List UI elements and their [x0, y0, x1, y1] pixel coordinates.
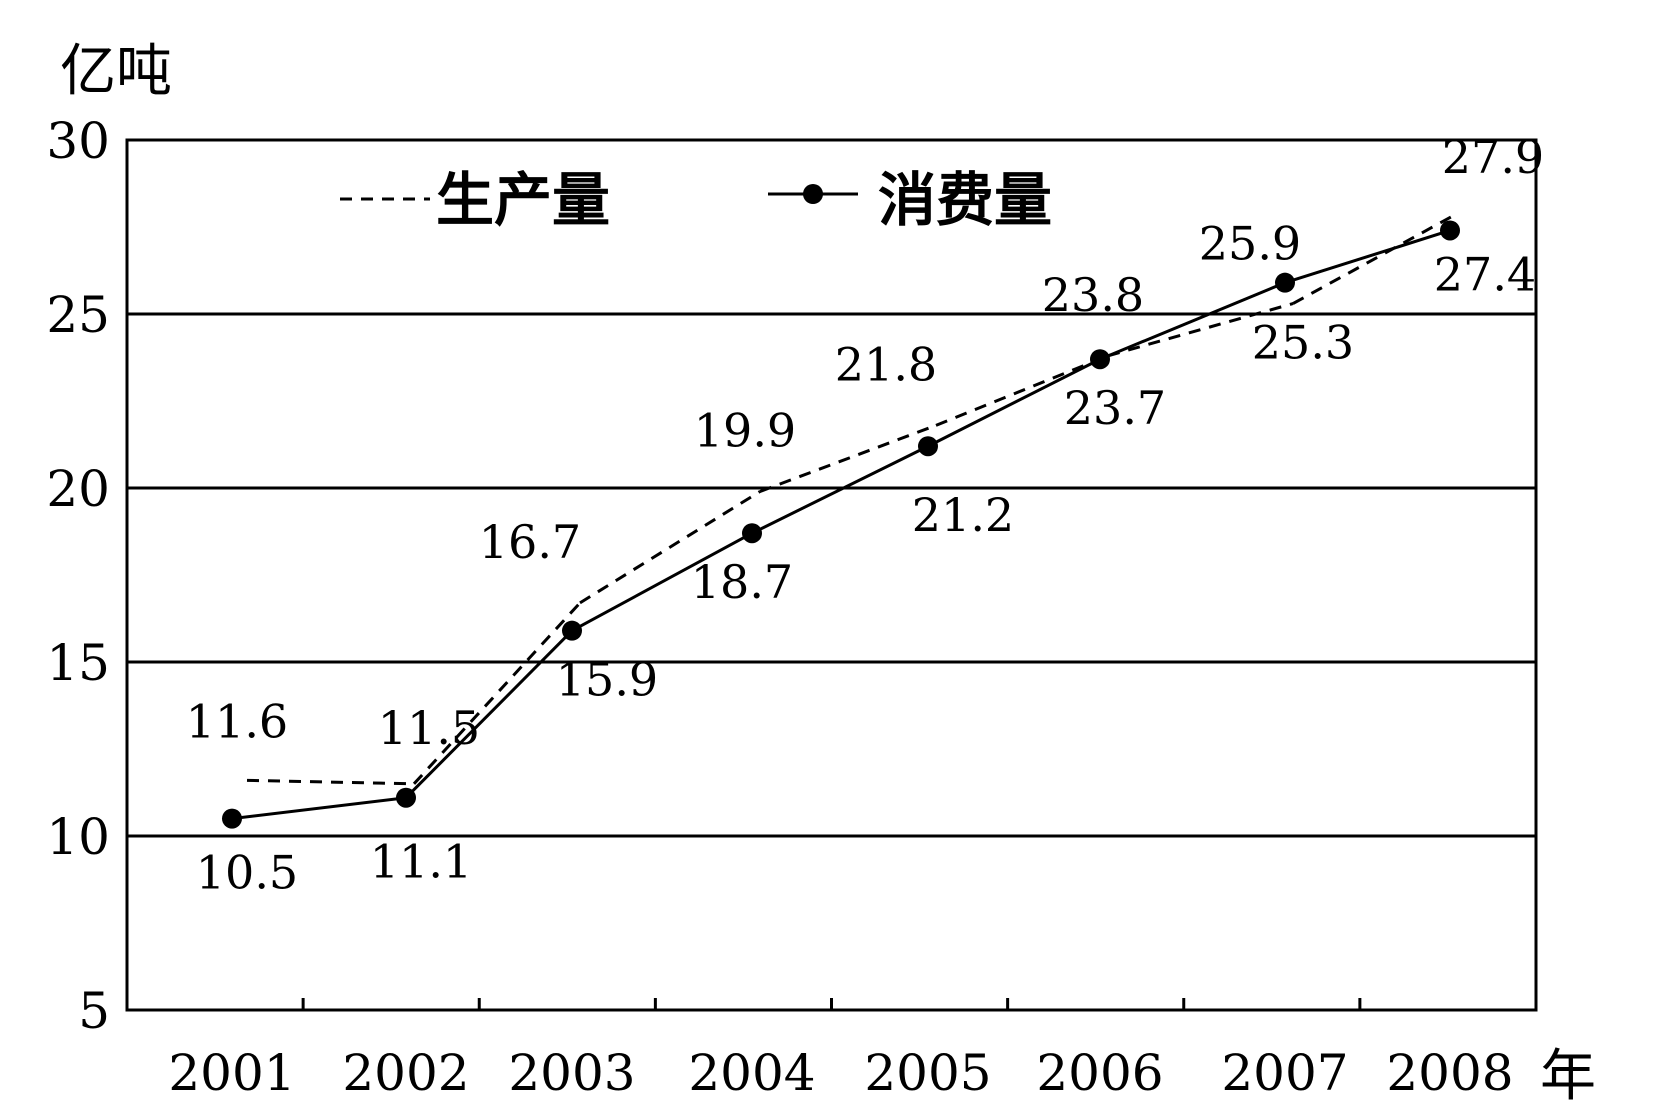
consumption-point-2004 — [742, 523, 762, 544]
consumption-label-2008: 27.4 — [1434, 247, 1536, 301]
legend: 生产量 消费量 — [340, 166, 1052, 234]
production-label-2003: 16.7 — [479, 515, 581, 569]
consumption-line-segment-3 — [571, 531, 753, 632]
x-tick-label-2004: 2004 — [688, 1044, 815, 1102]
consumption-point-2008 — [1440, 220, 1460, 241]
y-tick-labels: 30 25 20 15 10 5 — [46, 112, 110, 1040]
x-tick-labels: 2001 2002 2003 2004 2005 2006 2007 2008 — [168, 1044, 1513, 1102]
consumption-point-2002 — [396, 787, 416, 808]
x-tick-label-2008: 2008 — [1386, 1044, 1513, 1102]
production-line-segment-3 — [579, 490, 761, 605]
consumption-point-2005 — [918, 436, 938, 457]
data-labels: 11.6 11.5 16.7 19.9 21.8 23.8 25.3 27.9 10.5 11.1… — [186, 130, 1544, 900]
production-label-2008: 27.9 — [1442, 130, 1544, 184]
y-tick-label-5: 5 — [78, 982, 110, 1040]
x-tick-label-2005: 2005 — [864, 1044, 991, 1102]
legend-label-production: 生产量 — [436, 166, 610, 234]
consumption-line-segment-4 — [751, 444, 929, 535]
consumption-point-2006 — [1090, 349, 1110, 370]
consumption-line-segment-7 — [1284, 229, 1451, 285]
x-axis-unit-label: 年 — [1540, 1044, 1596, 1109]
y-tick-label-20: 20 — [46, 460, 110, 518]
legend-label-consumption: 消费量 — [878, 166, 1052, 234]
production-line-segment-1 — [246, 778, 415, 786]
consumption-label-2005: 21.2 — [912, 488, 1014, 542]
production-label-2004: 19.9 — [694, 403, 796, 457]
production-label-2005: 21.8 — [835, 337, 937, 391]
consumption-label-2007: 25.9 — [1199, 217, 1301, 271]
series-layer — [222, 211, 1460, 829]
x-tick-label-2007: 2007 — [1221, 1044, 1348, 1102]
production-label-2006: 23.8 — [1042, 268, 1144, 322]
x-tick-label-2002: 2002 — [342, 1044, 469, 1102]
x-tick-marks — [301, 998, 1362, 1010]
y-tick-label-10: 10 — [46, 808, 110, 866]
consumption-point-2007 — [1275, 272, 1295, 293]
production-line-segment-4 — [759, 423, 937, 493]
x-tick-label-2003: 2003 — [508, 1044, 635, 1102]
x-tick-label-2006: 2006 — [1036, 1044, 1163, 1102]
consumption-point-2001 — [222, 808, 242, 829]
y-tick-label-30: 30 — [46, 112, 110, 170]
y-axis-unit-label: 亿吨 — [60, 39, 172, 104]
production-line-segment-5 — [935, 354, 1109, 427]
y-tick-label-25: 25 — [46, 286, 110, 344]
consumption-label-2006: 23.7 — [1064, 381, 1166, 435]
consumption-point-2003 — [562, 620, 582, 641]
x-tick-label-2001: 2001 — [168, 1044, 295, 1102]
consumption-label-2004: 18.7 — [691, 555, 793, 609]
consumption-line-segment-1 — [231, 796, 407, 821]
consumption-label-2002: 11.1 — [370, 835, 472, 889]
legend-marker-icon — [803, 184, 823, 204]
production-label-2001: 11.6 — [186, 694, 288, 748]
consumption-line-segment-2 — [404, 629, 574, 799]
production-line-segment-6 — [1107, 302, 1294, 358]
consumption-label-2001: 10.5 — [196, 846, 298, 900]
production-label-2007: 25.3 — [1252, 316, 1354, 370]
consumption-line-segment-5 — [927, 357, 1101, 448]
y-tick-label-15: 15 — [46, 634, 110, 692]
gridlines — [127, 312, 1536, 838]
production-label-2002: 11.5 — [378, 701, 480, 755]
production-line-segment-7 — [1292, 211, 1459, 305]
consumption-line-segment-6 — [1099, 281, 1286, 361]
consumption-label-2003: 15.9 — [556, 653, 658, 707]
